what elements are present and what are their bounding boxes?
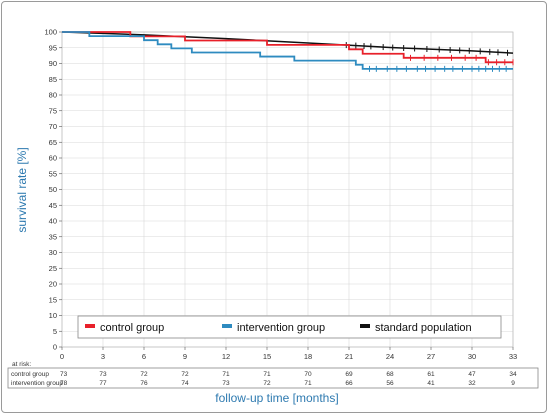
x-tick-label: 6 xyxy=(142,352,146,361)
x-tick-label: 24 xyxy=(386,352,394,361)
y-tick-label: 70 xyxy=(49,122,57,131)
x-tick-label: 12 xyxy=(222,352,230,361)
x-tick-label: 18 xyxy=(304,352,312,361)
y-tick-label: 80 xyxy=(49,91,57,100)
y-tick-label: 30 xyxy=(49,248,57,257)
y-tick-label: 50 xyxy=(49,185,57,194)
at-risk-table: control group 73 73 72 72 71 71 70 69 68 61 47 34 int… xyxy=(7,367,539,389)
at-risk-value: 70 xyxy=(304,371,312,378)
y-tick-label: 95 xyxy=(49,43,57,52)
at-risk-value: 68 xyxy=(386,371,394,378)
at-risk-value: 32 xyxy=(468,380,476,387)
legend-label: control group xyxy=(100,322,164,334)
at-risk-value: 56 xyxy=(386,380,394,387)
at-risk-value: 73 xyxy=(99,371,107,378)
x-tick-label: 30 xyxy=(468,352,476,361)
at-risk-value: 73 xyxy=(222,380,230,387)
at-risk-value: 71 xyxy=(222,371,230,378)
legend-swatch xyxy=(85,324,95,328)
y-tick-label: 15 xyxy=(49,295,57,304)
y-tick-label: 10 xyxy=(49,311,57,320)
at-risk-value: 78 xyxy=(60,380,68,387)
y-tick-label: 55 xyxy=(49,169,57,178)
y-tick-label: 45 xyxy=(49,201,57,210)
x-tick-label: 15 xyxy=(263,352,271,361)
y-tick-label: 0 xyxy=(53,343,57,352)
legend-swatch xyxy=(360,324,370,328)
legend-label: standard population xyxy=(375,322,472,334)
grid-lines xyxy=(61,31,514,348)
legend: control group intervention group standard … xyxy=(77,315,502,339)
y-tick-label: 20 xyxy=(49,280,57,289)
series-layer xyxy=(61,31,514,72)
x-axis-ticks: 0 3 6 9 12 15 18 21 24 27 30 33 xyxy=(60,347,517,361)
x-tick-label: 9 xyxy=(183,352,187,361)
at-risk-value: 71 xyxy=(304,380,312,387)
at-risk-value: 69 xyxy=(345,371,353,378)
at-risk-value: 34 xyxy=(509,371,517,378)
at-risk-box xyxy=(7,367,539,389)
at-risk-value: 77 xyxy=(99,380,107,387)
at-risk-value: 9 xyxy=(511,380,515,387)
x-tick-label: 33 xyxy=(509,352,517,361)
x-tick-label: 21 xyxy=(345,352,353,361)
at-risk-value: 72 xyxy=(263,380,271,387)
at-risk-value: 73 xyxy=(60,371,68,378)
at-risk-value: 41 xyxy=(427,380,435,387)
at-risk-value: 76 xyxy=(140,380,148,387)
x-tick-label: 3 xyxy=(101,352,105,361)
y-tick-label: 35 xyxy=(49,232,57,241)
x-tick-label: 0 xyxy=(60,352,64,361)
x-axis-label: follow-up time [months] xyxy=(215,391,338,405)
series-line-control-group xyxy=(62,31,513,64)
legend-box xyxy=(77,315,502,339)
y-axis-ticks: 0 5 10 15 20 25 30 35 40 45 50 55 60 65 70 75 80 85 90 95 10… xyxy=(44,28,62,352)
at-risk-value: 61 xyxy=(427,371,435,378)
legend-label: intervention group xyxy=(237,322,325,334)
at-risk-value: 72 xyxy=(181,371,189,378)
at-risk-value: 66 xyxy=(345,380,353,387)
y-tick-label: 85 xyxy=(49,75,57,84)
y-tick-label: 60 xyxy=(49,154,57,163)
at-risk-row-label: control group xyxy=(11,371,49,378)
at-risk-row-label: intervention group xyxy=(11,380,63,387)
y-tick-label: 65 xyxy=(49,138,57,147)
y-tick-label: 75 xyxy=(49,106,57,115)
at-risk-value: 47 xyxy=(468,371,476,378)
y-tick-label: 100 xyxy=(44,28,57,37)
at-risk-value: 72 xyxy=(140,371,148,378)
y-tick-label: 25 xyxy=(49,264,57,273)
legend-swatch xyxy=(222,324,232,328)
at-risk-title: at risk: xyxy=(12,361,31,368)
series-line-intervention-group xyxy=(62,31,513,70)
y-tick-label: 40 xyxy=(49,217,57,226)
at-risk-value: 71 xyxy=(263,371,271,378)
y-tick-label: 5 xyxy=(53,327,57,336)
y-axis-label: survival rate [%] xyxy=(15,147,29,232)
y-tick-label: 90 xyxy=(49,59,57,68)
at-risk-value: 74 xyxy=(181,380,189,387)
series-line-standard-population xyxy=(61,31,514,54)
x-tick-label: 27 xyxy=(427,352,435,361)
